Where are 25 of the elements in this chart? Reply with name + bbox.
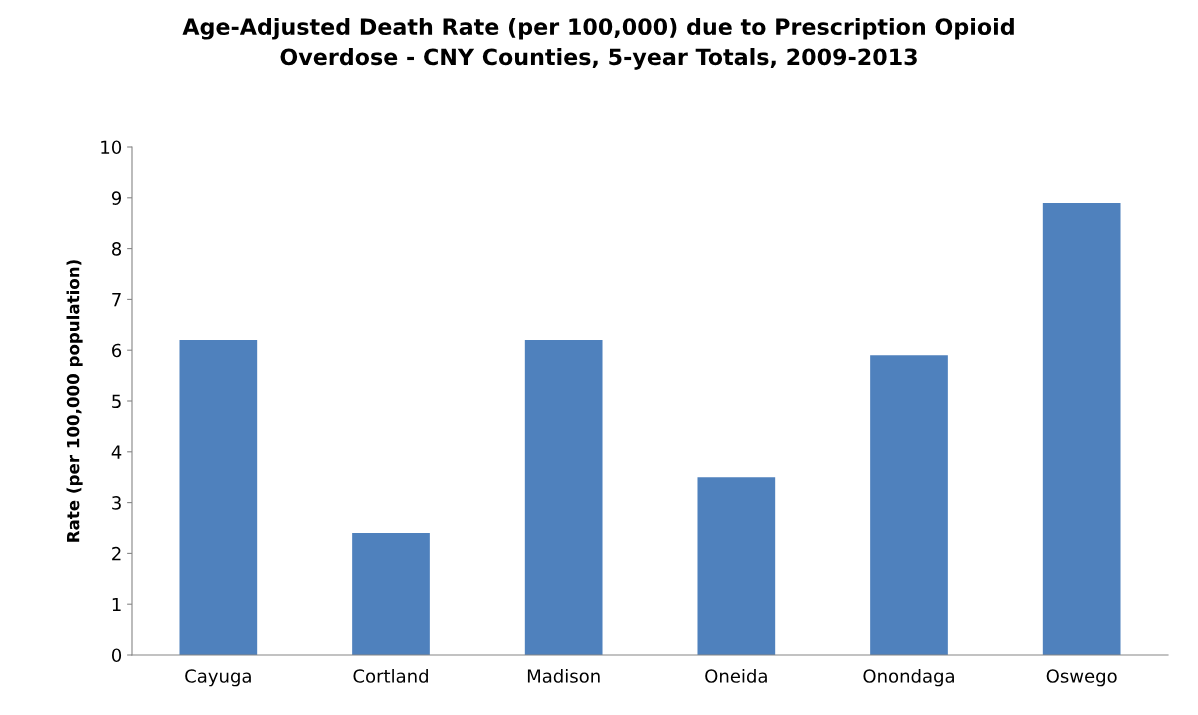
- bar: [1042, 202, 1121, 655]
- x-tick-label: Cortland: [353, 668, 428, 683]
- y-tick-label: 9: [111, 191, 122, 205]
- x-tick-label: Oneida: [705, 668, 767, 683]
- y-tick-label: 4: [111, 445, 122, 459]
- x-tick-label: Madison: [527, 668, 600, 683]
- x-tick-label: Oswego: [1046, 669, 1117, 687]
- y-tick-label: 10: [101, 140, 122, 155]
- bar: [870, 355, 948, 655]
- y-tick-label: 6: [112, 343, 122, 358]
- bar: [697, 477, 776, 655]
- x-tick-label: Onondaga: [863, 668, 954, 687]
- chart-title: Age-Adjusted Death Rate (per 100,000) due to Prescription Opioid Overdose - CNY Counties, 5-year Totals, 2009-2013: [182, 17, 1014, 70]
- y-tick-label: 5: [112, 394, 121, 409]
- y-tick-label: 2: [112, 546, 121, 561]
- x-tick-label: Cayuga: [185, 669, 251, 687]
- y-tick-label: 1: [112, 597, 121, 612]
- y-tick-label: 0: [111, 648, 122, 663]
- y-tick-label: 3: [112, 496, 121, 510]
- bar: [352, 533, 430, 655]
- y-tick-label: 7: [112, 293, 121, 307]
- y-axis-title: Rate (per 100,000 population): [66, 260, 83, 542]
- y-tick-label: 8: [112, 242, 122, 256]
- bar: [524, 340, 603, 655]
- bar: [179, 340, 258, 655]
